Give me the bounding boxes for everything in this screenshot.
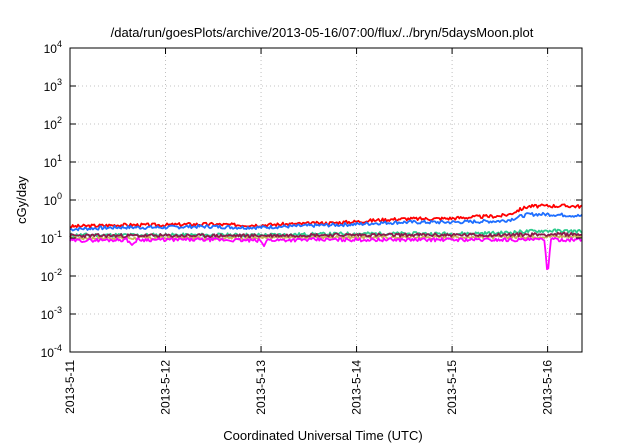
y-tick-label: 100	[44, 191, 62, 208]
y-tick-label: 101	[44, 153, 62, 170]
series-line	[69, 203, 583, 229]
chart-title: /data/run/goesPlots/archive/2013-05-16/0…	[111, 25, 534, 40]
y-tick-label-base: 10	[44, 118, 58, 132]
x-tick-label: 2013-5-13	[254, 360, 268, 415]
y-tick-label: 103	[44, 77, 62, 94]
y-tick-label-exponent: 4	[57, 39, 62, 49]
series-line	[69, 211, 583, 232]
y-tick-label-base: 10	[44, 156, 58, 170]
series-line	[69, 231, 583, 239]
y-tick-label-exponent: 3	[57, 77, 62, 87]
x-tick-label: 2013-5-11	[63, 360, 77, 414]
x-axis-label: Coordinated Universal Time (UTC)	[223, 428, 422, 443]
y-tick-label-base: 10	[41, 232, 55, 246]
x-tick-label: 2013-5-12	[159, 360, 173, 415]
y-tick-label-base: 10	[44, 194, 58, 208]
y-tick-label-exponent: -2	[54, 267, 62, 277]
series-line	[69, 237, 583, 271]
y-tick-label: 10-3	[41, 305, 62, 322]
series-group	[69, 203, 583, 271]
x-tick-label: 2013-5-16	[541, 360, 555, 415]
y-tick-label-exponent: -1	[54, 229, 62, 239]
y-tick-label-exponent: 2	[57, 115, 62, 125]
y-tick-label-exponent: 0	[57, 191, 62, 201]
grid	[70, 48, 582, 352]
y-tick-label: 10-2	[41, 267, 62, 284]
y-tick-label: 102	[44, 115, 62, 132]
y-tick-label-exponent: -4	[54, 343, 62, 353]
y-tick-label: 10-4	[41, 343, 62, 360]
y-tick-label-exponent: 1	[57, 153, 62, 163]
y-tick-label-base: 10	[41, 270, 55, 284]
x-tick-label: 2013-5-15	[445, 360, 459, 415]
x-tick-label: 2013-5-14	[350, 360, 364, 415]
y-tick-label-base: 10	[41, 308, 55, 322]
y-tick-label-base: 10	[44, 80, 58, 94]
x-axis: 2013-5-11 2013-5-12 2013-5-13 2013-5-14 2013…	[63, 48, 555, 415]
y-tick-label-base: 10	[44, 42, 58, 56]
y-tick-label: 10-1	[41, 229, 62, 246]
y-axis-label: cGy/day	[14, 176, 29, 224]
y-tick-label-exponent: -3	[54, 305, 62, 315]
y-tick-label-base: 10	[41, 346, 55, 360]
y-tick-label: 104	[44, 39, 62, 56]
